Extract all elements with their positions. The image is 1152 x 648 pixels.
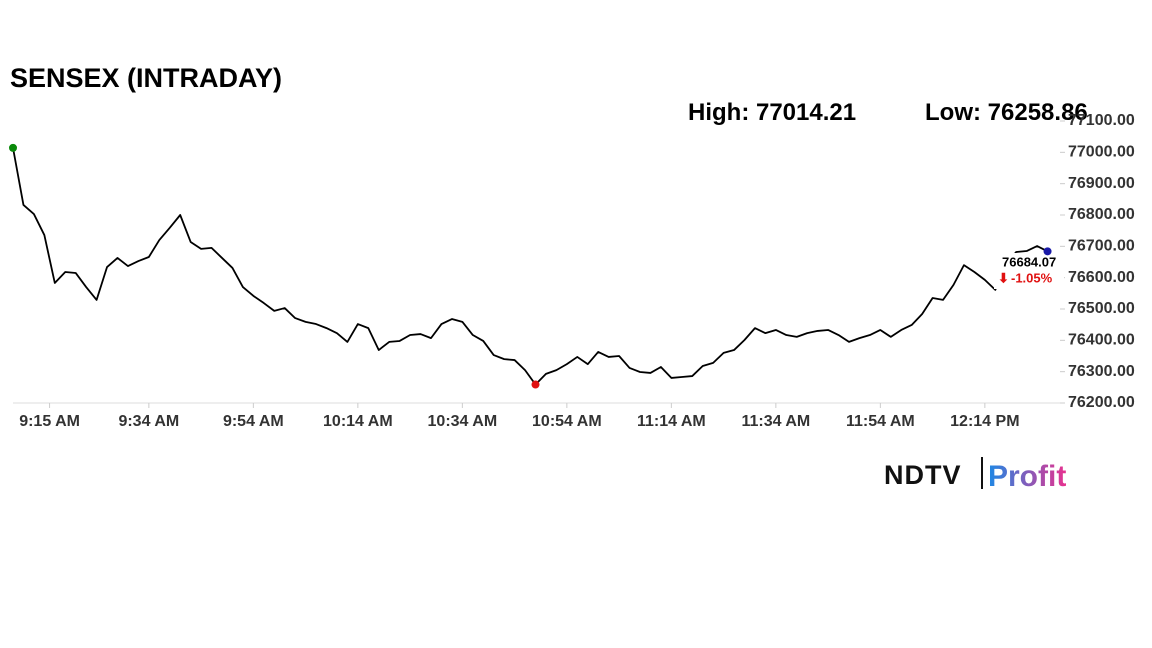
logo-product: Profit bbox=[988, 460, 1066, 493]
high-annotation: High: 77014.21 bbox=[688, 99, 856, 126]
y-tick-label: 77000.00 bbox=[1068, 144, 1135, 161]
high-label: High: bbox=[688, 99, 749, 126]
last-value-label: 76684.07 bbox=[1002, 254, 1056, 269]
low-value: 76258.86 bbox=[988, 99, 1088, 126]
x-tick-label: 10:34 AM bbox=[428, 413, 498, 430]
y-tick-label: 76800.00 bbox=[1068, 206, 1135, 223]
y-tick-label: 76400.00 bbox=[1068, 332, 1135, 349]
start-marker bbox=[9, 143, 17, 152]
logo-divider bbox=[981, 457, 983, 489]
high-value: 77014.21 bbox=[756, 99, 856, 126]
x-tick-label: 10:14 AM bbox=[323, 413, 393, 430]
y-tick-label: 76700.00 bbox=[1068, 238, 1135, 255]
x-tick-label: 11:14 AM bbox=[637, 413, 706, 430]
y-tick-label: 77100.00 bbox=[1068, 112, 1135, 129]
x-tick-label: 11:54 AM bbox=[846, 413, 915, 430]
y-tick-label: 76300.00 bbox=[1068, 363, 1135, 380]
y-tick-label: 76900.00 bbox=[1068, 175, 1135, 192]
price-line bbox=[12, 147, 1048, 386]
x-tick-label: 11:34 AM bbox=[741, 413, 810, 430]
x-tick-label: 10:54 AM bbox=[532, 413, 602, 430]
last-value-tooltip: 76684.07 ⬇ -1.05% bbox=[994, 253, 1064, 289]
chart-title: SENSEX (INTRADAY) bbox=[10, 63, 282, 93]
x-tick-label: 12:14 PM bbox=[950, 413, 1019, 430]
x-tick-label: 9:15 AM bbox=[19, 413, 80, 430]
low-marker bbox=[531, 380, 540, 389]
tooltip-box bbox=[994, 253, 1064, 289]
logo: NDTV Profit bbox=[884, 457, 1066, 493]
x-tick-label: 9:34 AM bbox=[118, 413, 179, 430]
y-tick-label: 76600.00 bbox=[1068, 269, 1135, 286]
change-label: -1.05% bbox=[1011, 270, 1053, 285]
low-annotation: Low: 76258.86 bbox=[925, 99, 1088, 126]
y-tick-label: 76200.00 bbox=[1068, 394, 1135, 411]
y-tick-label: 76500.00 bbox=[1068, 300, 1135, 317]
plot-area: 76200.00 76300.00 76400.00 76500.00 76600.00… bbox=[9, 112, 1135, 430]
logo-brand: NDTV bbox=[884, 460, 962, 490]
low-label: Low: bbox=[925, 99, 981, 126]
x-tick-label: 9:54 AM bbox=[223, 413, 284, 430]
change-arrow: ⬇ bbox=[998, 270, 1009, 285]
end-marker bbox=[1043, 247, 1052, 256]
